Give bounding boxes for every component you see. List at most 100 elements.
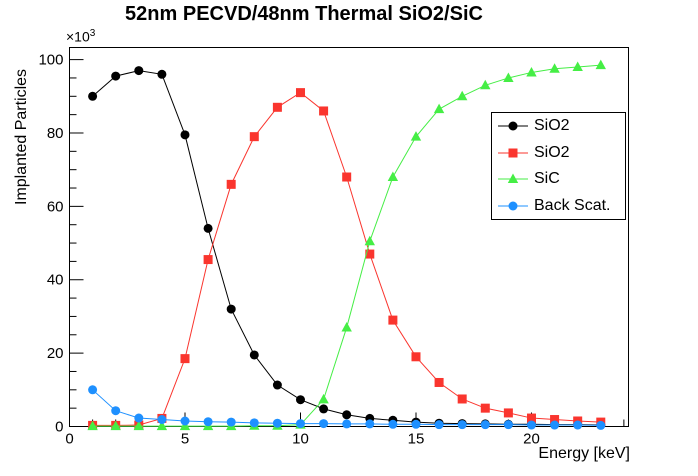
- data-point-sic-19kev: [503, 72, 514, 82]
- data-point-backscat-2kev: [111, 406, 121, 416]
- data-point-backscat-1kev: [88, 385, 98, 395]
- data-point-sio2-8kev: [249, 350, 259, 360]
- x-tick-label: 5: [181, 431, 189, 448]
- plot-frame: [69, 47, 629, 427]
- data-point-sic-14kev: [387, 171, 399, 182]
- y-tick-label: 20: [47, 345, 64, 362]
- y-axis-exponent: ×103: [66, 28, 95, 45]
- data-point-sio2-10kev: [295, 395, 305, 405]
- legend-label: Back Scat.: [534, 196, 611, 214]
- legend: SiO2 SiO2 SiC Back Scat.: [491, 112, 626, 220]
- data-point-backscat-19kev: [503, 420, 513, 430]
- data-point-sic-23kev: [595, 59, 606, 70]
- data-point-sio2-10kev: [295, 88, 305, 98]
- data-point-sio2-15kev: [411, 352, 421, 362]
- y-tick-label: 80: [47, 125, 64, 142]
- data-point-sio2-5kev: [180, 130, 190, 140]
- data-point-sio2-2kev: [111, 71, 121, 81]
- data-point-sio2-12kev: [342, 172, 352, 182]
- data-point-sic-3kev: [133, 420, 144, 431]
- data-point-backscat-11kev: [319, 419, 329, 429]
- data-point-sio2-11kev: [319, 106, 329, 116]
- data-point-sic-15kev: [410, 131, 422, 141]
- data-point-sio2-12kev: [342, 410, 352, 420]
- data-point-sio2-6kev: [203, 223, 213, 233]
- data-point-sic-2kev: [110, 420, 121, 431]
- data-point-backscat-12kev: [342, 419, 352, 429]
- y-tick-label: 0: [55, 419, 63, 436]
- data-point-sio2-16kev: [434, 377, 444, 387]
- data-point-backscat-18kev: [480, 420, 490, 430]
- data-point-sio2-5kev: [180, 354, 190, 364]
- data-point-backscat-16kev: [434, 420, 444, 430]
- data-point-backscat-22kev: [573, 420, 583, 430]
- data-point-backscat-13kev: [365, 419, 375, 429]
- data-point-sic-1kev: [87, 420, 98, 431]
- legend-entry-0-sio2: SiO2: [492, 113, 625, 140]
- x-tick-label: 20: [523, 431, 540, 448]
- x-tick-label: 0: [65, 431, 73, 448]
- data-point-sic-18kev: [480, 79, 491, 90]
- data-point-sio2-1kev: [88, 91, 98, 101]
- data-point-sio2-14kev: [388, 315, 398, 325]
- data-point-backscat-21kev: [550, 420, 560, 430]
- data-point-backscat-9kev: [272, 418, 282, 428]
- data-point-sio2-3kev: [134, 66, 144, 76]
- data-point-sic-16kev: [433, 103, 445, 114]
- y-tick-label: 40: [47, 272, 64, 289]
- data-point-sio2-17kev: [457, 394, 467, 404]
- data-point-backscat-10kev: [295, 419, 305, 429]
- data-point-sio2-21kev: [550, 415, 560, 425]
- legend-entry-1-sio2: SiO2: [492, 140, 625, 167]
- y-axis-exponent-sup: 3: [89, 28, 96, 39]
- data-point-sio2-9kev: [272, 102, 282, 112]
- data-point-backscat-8kev: [249, 418, 259, 428]
- legend-marker-triangle-icon: [498, 173, 528, 184]
- data-point-sic-21kev: [549, 63, 560, 73]
- data-point-sio2-11kev: [319, 404, 329, 414]
- legend-marker-circle-icon: [498, 201, 528, 211]
- data-point-sic-12kev: [341, 321, 352, 332]
- data-point-sio2-8kev: [249, 132, 259, 142]
- legend-label: SiO2: [534, 143, 570, 161]
- legend-entry-3-backscat: Back Scat.: [492, 193, 625, 220]
- chart-title: 52nm PECVD/48nm Thermal SiO2/SiC: [125, 3, 483, 25]
- y-tick-label: 60: [47, 198, 64, 215]
- y-tick-label: 100: [38, 52, 63, 69]
- data-point-sic-20kev: [526, 66, 537, 77]
- x-tick-label: 10: [292, 431, 309, 448]
- y-axis-exponent-base: ×10: [66, 28, 90, 45]
- legend-label: SiO2: [534, 117, 570, 135]
- data-point-sio2-7kev: [226, 179, 236, 189]
- data-point-sio2-7kev: [226, 304, 236, 314]
- data-point-sic-13kev: [364, 235, 375, 246]
- data-point-sio2-18kev: [480, 403, 490, 413]
- data-point-sio2-6kev: [203, 255, 213, 265]
- legend-label: SiC: [534, 170, 560, 188]
- data-point-backscat-23kev: [596, 420, 606, 430]
- data-point-backscat-4kev: [157, 415, 167, 425]
- data-point-backscat-20kev: [526, 420, 536, 430]
- x-axis-title: Energy [keV]: [538, 445, 630, 462]
- data-point-sio2-19kev: [503, 408, 513, 418]
- legend-marker-circle-icon: [498, 121, 528, 131]
- data-point-sic-17kev: [456, 90, 468, 101]
- x-tick-label: 15: [408, 431, 425, 448]
- data-point-backscat-7kev: [226, 417, 236, 427]
- data-point-backscat-6kev: [203, 417, 213, 427]
- data-point-backscat-14kev: [388, 419, 398, 429]
- data-point-sic-11kev: [318, 393, 329, 404]
- data-point-backscat-3kev: [134, 413, 144, 423]
- data-point-sic-22kev: [572, 61, 583, 71]
- data-point-backscat-15kev: [411, 419, 421, 429]
- legend-entry-2-sic: SiC: [492, 166, 625, 193]
- data-point-backscat-17kev: [457, 420, 467, 430]
- data-point-sio2-13kev: [365, 249, 375, 259]
- legend-marker-square-icon: [498, 148, 528, 158]
- data-point-sio2-4kev: [157, 69, 167, 79]
- data-point-sio2-20kev: [526, 413, 536, 423]
- data-point-sio2-9kev: [272, 380, 282, 390]
- data-point-backscat-5kev: [180, 416, 190, 426]
